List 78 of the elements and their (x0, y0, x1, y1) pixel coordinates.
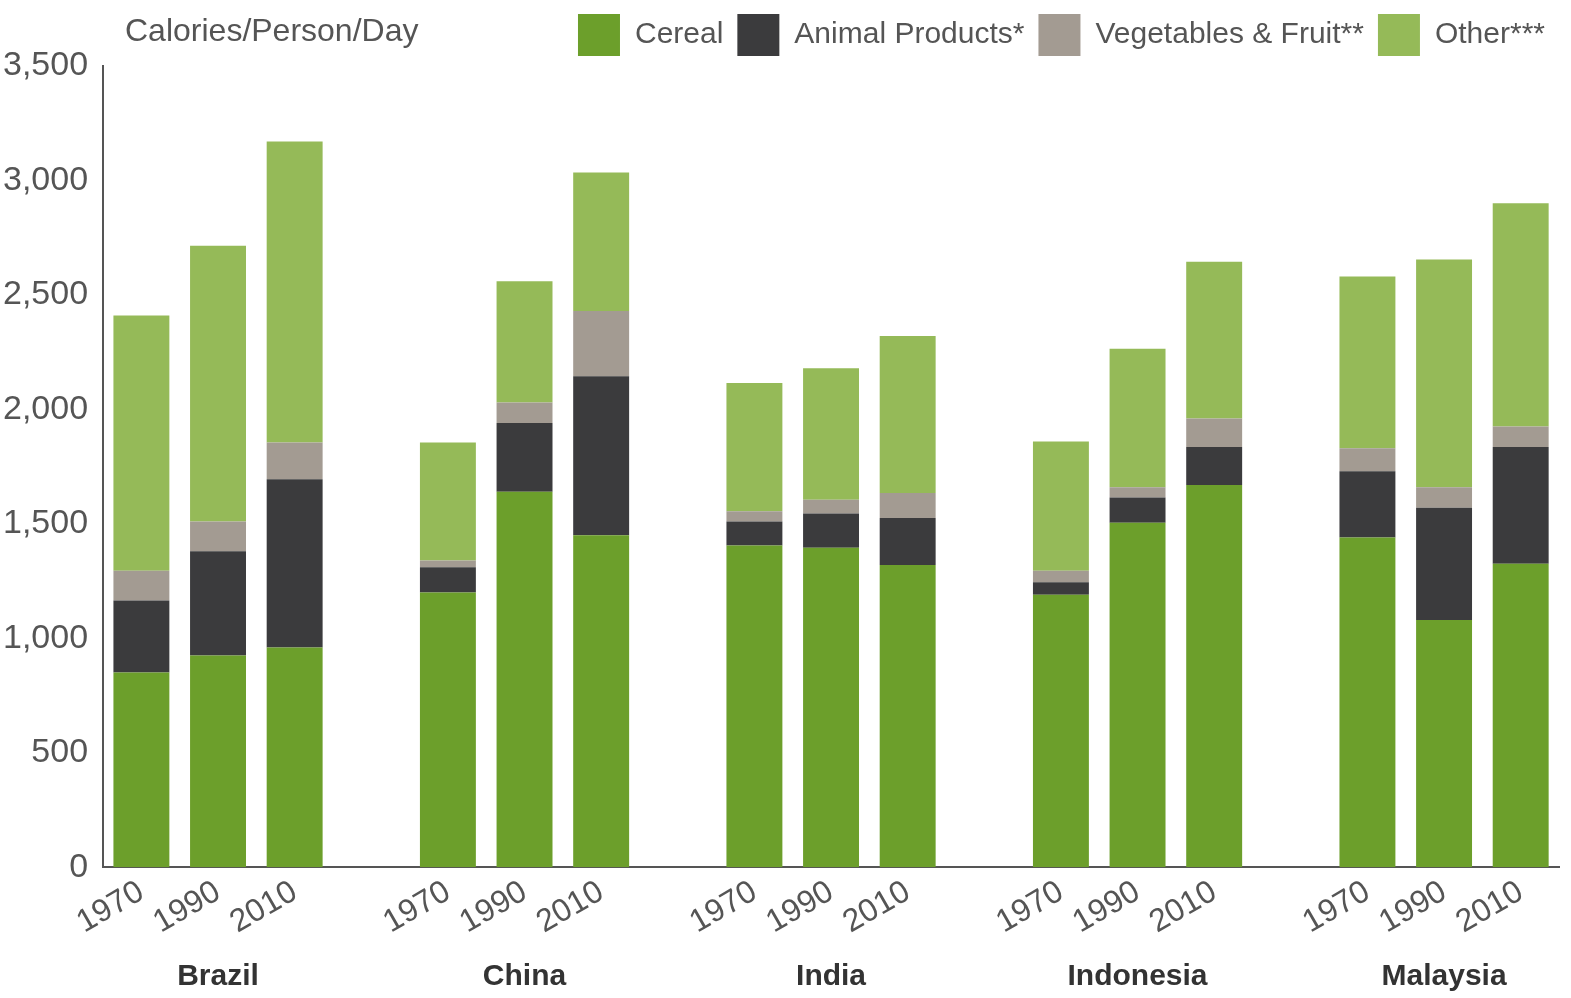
bar (573, 310, 630, 377)
bar (803, 368, 860, 500)
bar (573, 535, 630, 868)
bar (266, 479, 323, 648)
text: Brazil (177, 958, 259, 992)
bar (1416, 619, 1473, 868)
bar (1186, 447, 1243, 485)
bar (1186, 484, 1243, 868)
bar (113, 315, 170, 571)
legend-label: Other*** (1434, 16, 1546, 50)
bar (419, 592, 476, 868)
bar (1339, 276, 1396, 449)
bar (1339, 471, 1396, 538)
bar (1492, 563, 1549, 868)
y-tick-label: 1,000 (2, 616, 89, 655)
bar (1032, 570, 1089, 583)
bar (419, 442, 476, 561)
bar (1492, 447, 1549, 564)
bar (803, 547, 860, 868)
legend-label: Animal Products* (794, 16, 1025, 50)
bar (1492, 426, 1549, 448)
bar (266, 442, 323, 480)
bar (726, 511, 783, 522)
bar (496, 281, 553, 403)
bar (1416, 507, 1473, 620)
bar (1109, 348, 1166, 488)
bar (266, 141, 323, 443)
bar (190, 521, 246, 552)
y-tick-label: 3,000 (2, 158, 89, 197)
text: India (796, 958, 867, 992)
bar (113, 672, 170, 868)
bar (726, 383, 783, 512)
bar (879, 518, 936, 565)
bar (1186, 418, 1243, 448)
bar (1032, 441, 1089, 571)
bar (1339, 448, 1396, 472)
y-tick-label: 2,500 (2, 273, 89, 312)
bar (496, 491, 553, 868)
bar (419, 560, 476, 568)
bar (879, 492, 936, 519)
y-axis-title: Calories/Person/Day (125, 12, 419, 49)
text: Indonesia (1067, 958, 1208, 992)
legend-label: Vegetables & Fruit** (1095, 16, 1365, 50)
bar (1032, 582, 1089, 595)
bar (573, 172, 630, 311)
bar (726, 545, 783, 868)
bar (879, 336, 936, 493)
bar (1109, 522, 1166, 868)
y-tick-label: 3,500 (2, 44, 89, 83)
bar (1186, 261, 1243, 419)
bar (190, 551, 246, 656)
y-tick-label: 0 (69, 845, 89, 884)
text: China (482, 958, 567, 992)
bar (1416, 487, 1473, 508)
bar (113, 600, 170, 673)
bar (573, 376, 630, 536)
y-tick-label: 1,500 (2, 502, 89, 541)
bar (1339, 537, 1396, 868)
y-tick-label: 2,000 (2, 387, 89, 426)
bar (113, 570, 170, 601)
bar (496, 423, 553, 492)
bar (419, 567, 476, 593)
bar (879, 565, 936, 868)
bar (803, 499, 860, 514)
bar (1492, 203, 1549, 427)
bar (1109, 487, 1166, 498)
bar (266, 647, 323, 868)
bar (1109, 497, 1166, 523)
bar (190, 655, 246, 868)
legend-label: Cereal (634, 16, 724, 50)
bar (1416, 259, 1473, 488)
bar (496, 402, 553, 424)
bar (726, 521, 783, 546)
bar (190, 245, 246, 522)
text: Malaysia (1381, 958, 1507, 992)
y-tick-label: 500 (31, 731, 89, 770)
bar (1032, 594, 1089, 868)
bar (803, 513, 860, 548)
